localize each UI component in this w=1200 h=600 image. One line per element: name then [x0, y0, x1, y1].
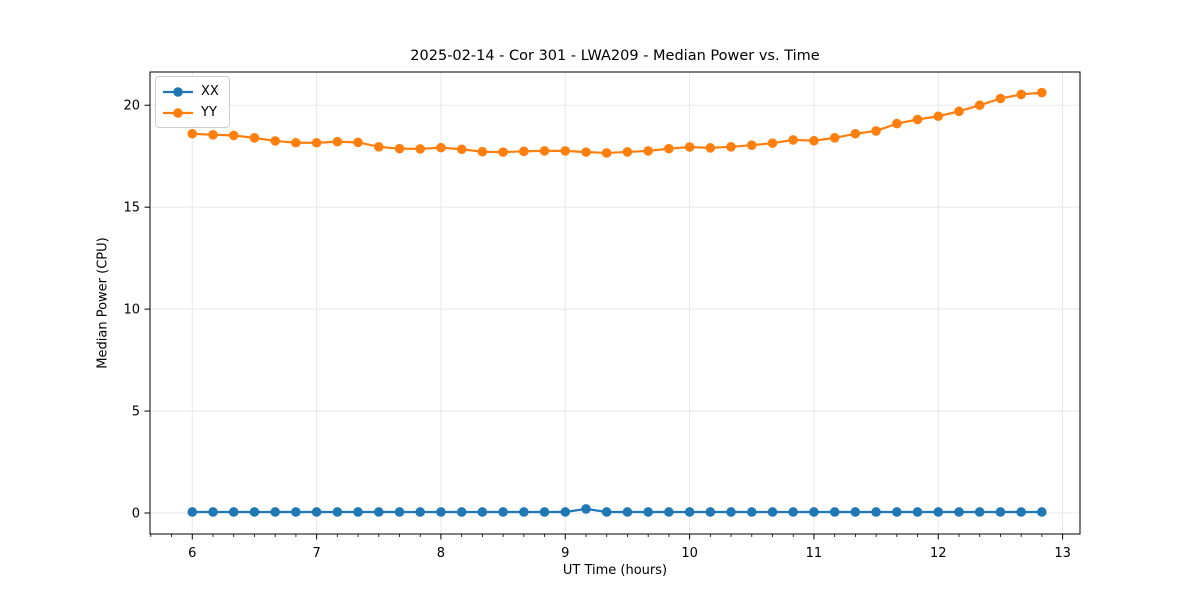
svg-text:12: 12 [930, 546, 947, 561]
legend-item-xx: XX [163, 81, 219, 102]
svg-text:5: 5 [132, 405, 140, 420]
yy-line-marker-icon [163, 107, 193, 118]
svg-text:10: 10 [681, 546, 698, 561]
axis-ticks [144, 104, 1064, 540]
svg-text:13: 13 [1054, 546, 1071, 561]
x-axis-label: UT Time (hours) [562, 563, 668, 578]
tick-labels: 6 7 8 9 10 11 12 13 0 5 10 15 20 [123, 99, 1070, 561]
svg-text:20: 20 [123, 99, 140, 114]
svg-text:8: 8 [437, 546, 445, 561]
svg-text:10: 10 [123, 303, 140, 318]
svg-text:9: 9 [561, 546, 569, 561]
y-axis-label: Median Power (CPU) [95, 237, 111, 369]
legend-item-yy: YY [163, 102, 219, 123]
legend-label-xx: XX [201, 84, 219, 99]
svg-text:6: 6 [188, 546, 196, 561]
xx-line-marker-icon [163, 86, 193, 97]
legend-label-yy: YY [201, 105, 217, 120]
svg-text:15: 15 [123, 201, 140, 216]
series-yy [187, 87, 1047, 158]
chart-title: 2025-02-14 - Cor 301 - LWA209 - Median P… [410, 48, 820, 64]
series-xx [187, 504, 1047, 517]
svg-text:11: 11 [806, 546, 823, 561]
svg-text:7: 7 [312, 546, 320, 561]
svg-text:0: 0 [132, 507, 140, 522]
plot-border [149, 71, 1081, 535]
legend: XX YY [155, 76, 230, 128]
